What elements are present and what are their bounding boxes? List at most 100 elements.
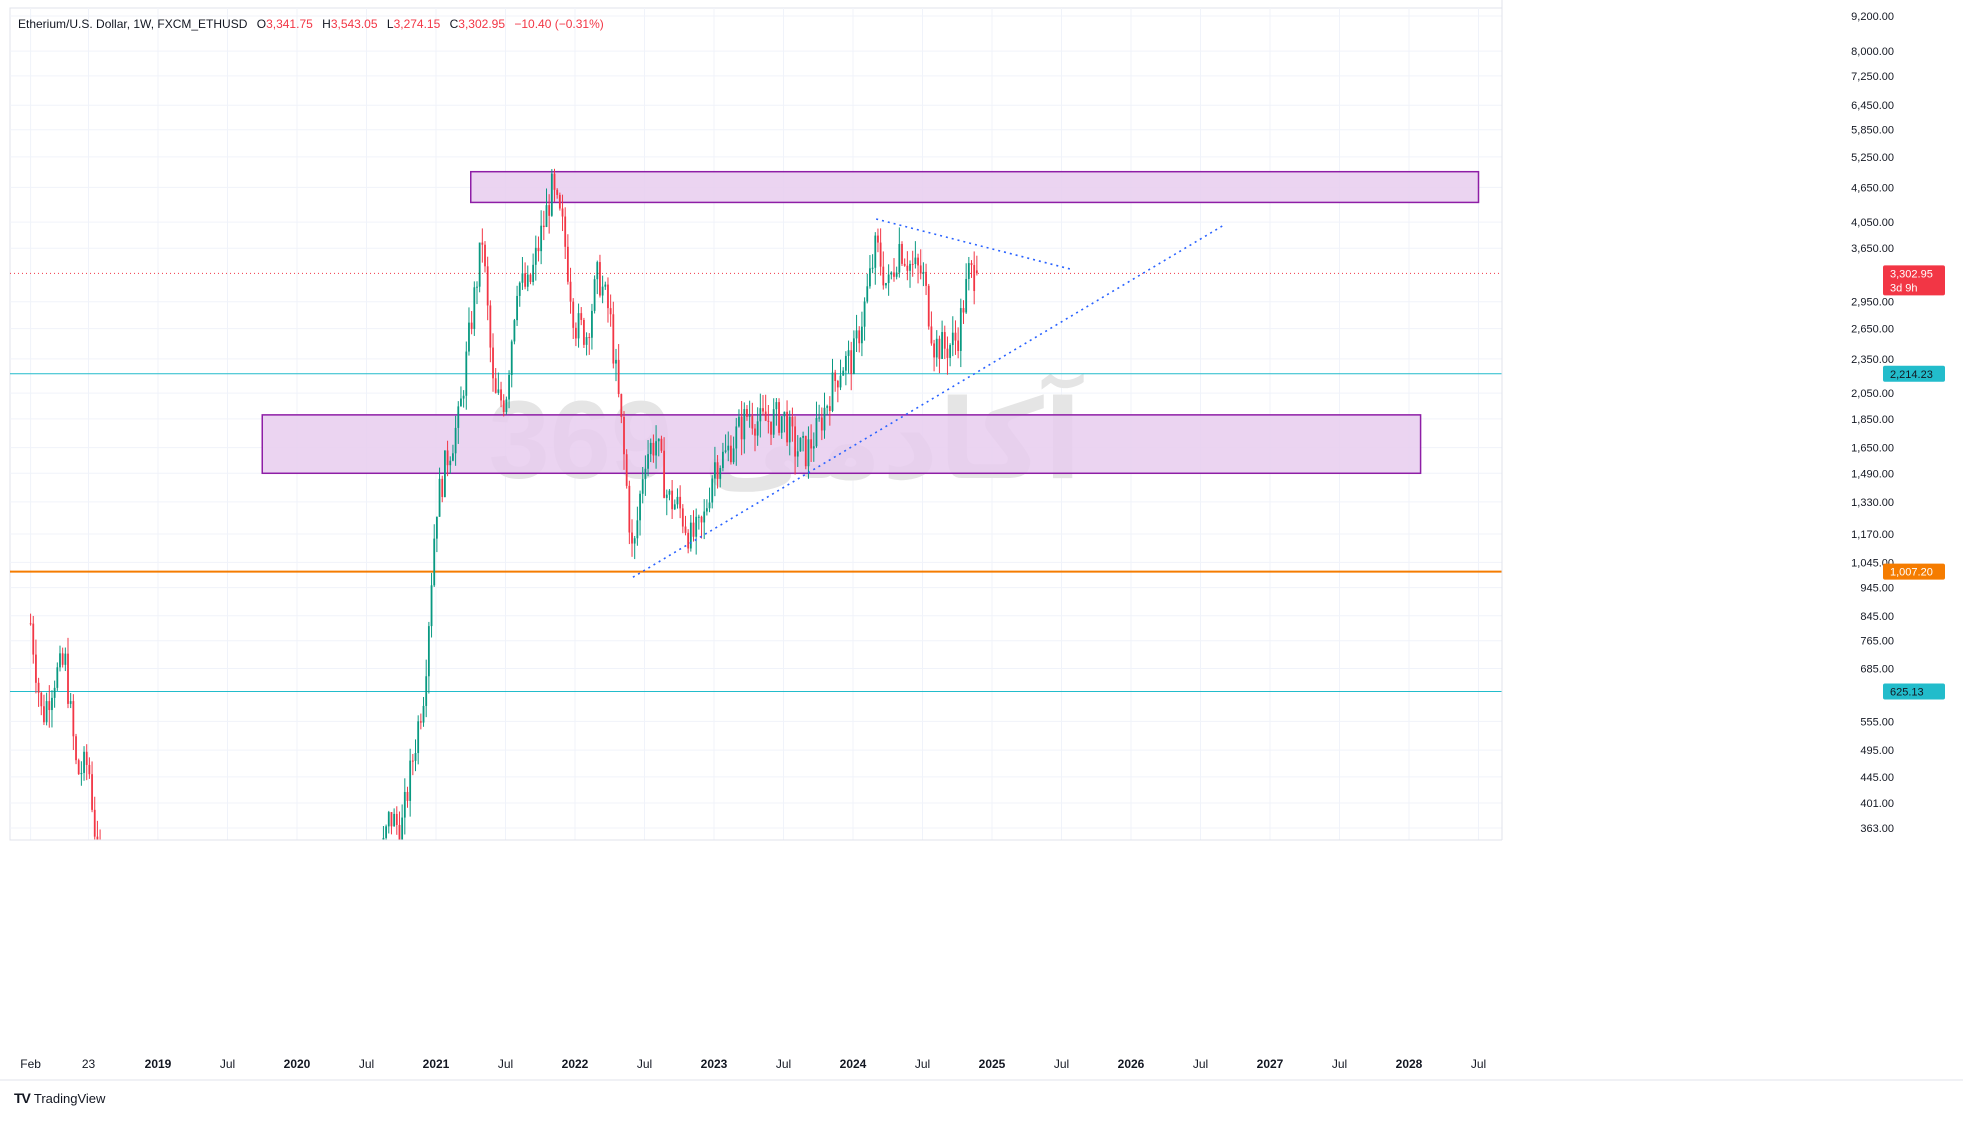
candle-body: [217, 940, 219, 949]
candle-body: [852, 338, 855, 374]
candle-body: [380, 861, 382, 876]
candle-body: [665, 494, 668, 498]
candle-body: [705, 508, 708, 512]
candle-body: [922, 271, 925, 274]
candle-body: [419, 721, 422, 723]
candle-body: [585, 337, 588, 345]
candle-body: [166, 1095, 168, 1115]
x-tick-label: 2027: [1257, 1057, 1284, 1071]
candle-body: [395, 813, 398, 825]
candle-body: [518, 282, 521, 296]
candle-body: [53, 687, 56, 698]
candle-body: [121, 994, 123, 998]
candle-body: [257, 981, 259, 983]
candle-body: [345, 994, 347, 995]
candle-body: [403, 791, 406, 818]
candle-body: [427, 626, 430, 677]
candle-body: [113, 956, 115, 957]
candle-body: [278, 1014, 280, 1040]
close-value: 3,302.95: [458, 17, 506, 31]
candle-body: [348, 994, 350, 1001]
candle-body: [460, 398, 462, 407]
x-tick-label: Jul: [1471, 1057, 1486, 1071]
candle-body: [967, 263, 970, 279]
candle-body: [636, 520, 639, 539]
y-tick-label: 2,950.00: [1851, 297, 1894, 309]
candle-body: [553, 173, 556, 190]
candle-body: [209, 919, 211, 928]
candle-body: [847, 350, 850, 356]
candle-body: [513, 320, 516, 342]
y-tick-label: 685.00: [1860, 663, 1894, 675]
candle-body: [542, 225, 545, 228]
candle-body: [236, 958, 238, 969]
candle-body: [281, 1041, 283, 1054]
y-tick-label: 5,850.00: [1851, 125, 1894, 137]
candle-body: [83, 751, 85, 773]
candle-body: [406, 791, 409, 801]
candle-body: [612, 314, 615, 364]
candle-body: [249, 992, 251, 1000]
x-tick-label: Jul: [1332, 1057, 1347, 1071]
candle-body: [676, 496, 679, 505]
candle-body: [190, 976, 192, 983]
candle-body: [139, 1109, 141, 1112]
candle-body: [933, 343, 935, 358]
candle-body: [524, 273, 527, 287]
candle-body: [930, 326, 933, 344]
price-label-value: 3,302.95: [1890, 268, 1933, 280]
price-label-value: 625.13: [1890, 686, 1924, 698]
candle-body: [201, 947, 203, 949]
candle-body: [260, 983, 262, 1017]
candle-body: [823, 407, 826, 431]
candle-body: [372, 902, 374, 908]
candle-body: [284, 1036, 286, 1053]
candle-body: [211, 917, 213, 928]
candle-body: [786, 411, 788, 443]
candle-body: [655, 441, 657, 456]
candle-body: [342, 994, 344, 1014]
candle-body: [903, 263, 906, 266]
candle-body: [713, 462, 716, 479]
price-label-box: [1883, 563, 1945, 580]
candle-body: [353, 972, 355, 998]
candle-body: [732, 448, 735, 463]
candle-body: [462, 395, 465, 399]
candle-body: [206, 905, 208, 919]
candle-body: [815, 417, 818, 447]
candle-body: [449, 460, 452, 466]
candle-body: [663, 450, 666, 498]
candle-body: [177, 1041, 179, 1067]
candle-body: [970, 263, 973, 266]
candle-body: [679, 496, 682, 509]
candle-body: [332, 1028, 334, 1066]
candle-body: [364, 941, 366, 961]
tradingview-brand[interactable]: TV TradingView: [14, 1090, 105, 1106]
candle-body: [911, 263, 914, 265]
candle-body: [855, 330, 858, 339]
x-tick-label: Jul: [1193, 1057, 1208, 1071]
candle-body: [572, 301, 575, 328]
candle-body: [671, 490, 674, 510]
x-tick-label: 2019: [145, 1057, 172, 1071]
candle-body: [129, 1044, 131, 1057]
price-label-countdown: 3d 9h: [1890, 282, 1918, 294]
high-value: 3,543.05: [330, 17, 378, 31]
candle-body: [895, 272, 898, 277]
candle-body: [596, 262, 599, 280]
candle-body: [265, 998, 267, 1019]
high-label: H: [322, 17, 331, 31]
low-label: L: [386, 17, 394, 31]
y-tick-label: 6,450.00: [1851, 100, 1894, 112]
candle-body: [818, 417, 821, 419]
candle-body: [305, 1071, 307, 1078]
candle-body: [308, 1071, 310, 1078]
candle-body: [804, 435, 807, 467]
candle-body: [241, 957, 243, 984]
candle-body: [492, 347, 494, 379]
candle-body: [435, 516, 438, 539]
tradingview-label: TradingView: [33, 1090, 106, 1106]
candle-body: [762, 408, 764, 412]
candle-body: [171, 1051, 173, 1079]
candle-body: [625, 454, 628, 486]
